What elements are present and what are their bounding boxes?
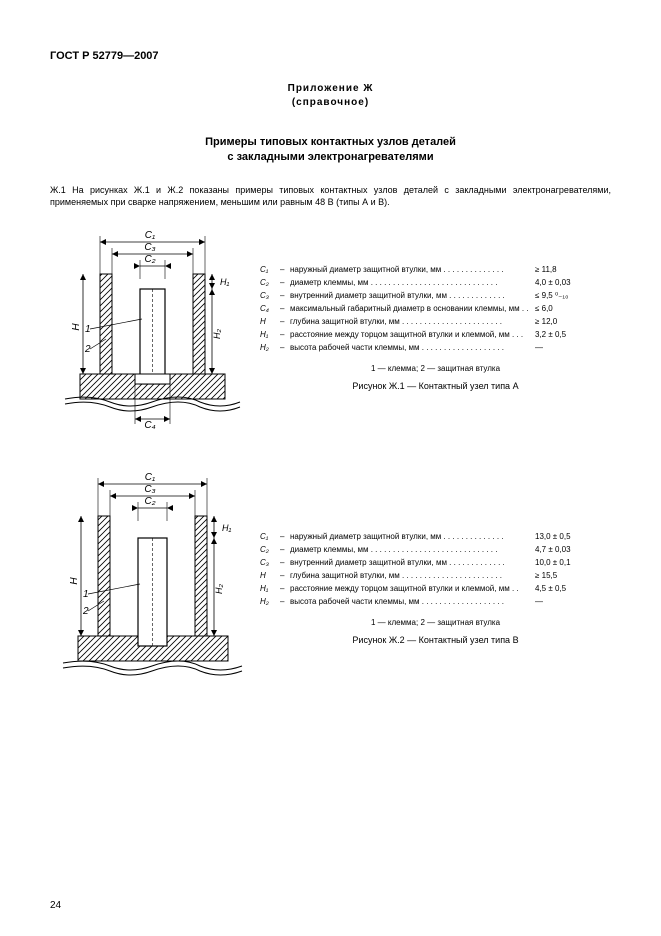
legend-desc: расстояние между торцом защитной втулки … bbox=[290, 329, 535, 341]
legend-symbol: C₄ bbox=[260, 303, 280, 315]
legend-value: 4,7 ± 0,03 bbox=[535, 544, 590, 556]
legend-row: C₁–наружный диаметр защитной втулки, мм … bbox=[260, 531, 611, 543]
legend-row: C₁–наружный диаметр защитной втулки, мм … bbox=[260, 264, 611, 276]
svg-text:C₂: C₂ bbox=[144, 496, 155, 507]
legend-desc: расстояние между торцом защитной втулки … bbox=[290, 583, 535, 595]
doc-header: ГОСТ Р 52779—2007 bbox=[50, 50, 611, 62]
legend-symbol: C₁ bbox=[260, 264, 280, 276]
svg-text:C₃: C₃ bbox=[144, 484, 155, 495]
legend-value: — bbox=[535, 342, 590, 354]
legend-symbol: C₂ bbox=[260, 544, 280, 556]
legend-symbol: C₃ bbox=[260, 290, 280, 302]
legend-symbol: H₁ bbox=[260, 583, 280, 595]
legend-symbol: H₂ bbox=[260, 596, 280, 608]
figure-a-diagram: C₁ C₃ C₂ bbox=[50, 224, 250, 431]
legend-desc: высота рабочей части клеммы, мм . . . . … bbox=[290, 596, 535, 608]
legend-desc: высота рабочей части клеммы, мм . . . . … bbox=[290, 342, 535, 354]
legend-desc: максимальный габаритный диаметр в основа… bbox=[290, 303, 535, 315]
title-line1: Примеры типовых контактных узлов деталей bbox=[50, 135, 611, 150]
legend-row: H₁–расстояние между торцом защитной втул… bbox=[260, 329, 611, 341]
svg-text:H₂: H₂ bbox=[212, 328, 222, 338]
annex-line1: Приложение Ж bbox=[50, 82, 611, 96]
legend-symbol: C₃ bbox=[260, 557, 280, 569]
legend-desc: глубина защитной втулки, мм . . . . . . … bbox=[290, 316, 535, 328]
figure-b-legend: C₁–наружный диаметр защитной втулки, мм … bbox=[260, 531, 611, 608]
legend-value: 4,0 ± 0,03 bbox=[535, 277, 590, 289]
legend-value: ≥ 12,0 bbox=[535, 316, 590, 328]
figure-b-note: 1 — клемма; 2 — защитная втулка bbox=[260, 618, 611, 627]
svg-text:2: 2 bbox=[82, 606, 89, 617]
figure-a-legend: C₁–наружный диаметр защитной втулки, мм … bbox=[260, 264, 611, 354]
legend-symbol: H₂ bbox=[260, 342, 280, 354]
legend-row: H₁–расстояние между торцом защитной втул… bbox=[260, 583, 611, 595]
title-line2: с закладными электронагревателями bbox=[50, 150, 611, 165]
legend-desc: диаметр клеммы, мм . . . . . . . . . . .… bbox=[290, 277, 535, 289]
legend-row: C₃–внутренний диаметр защитной втулки, м… bbox=[260, 290, 611, 302]
figure-b-caption: Рисунок Ж.2 — Контактный узел типа В bbox=[260, 635, 611, 645]
figure-a-caption: Рисунок Ж.1 — Контактный узел типа А bbox=[260, 381, 611, 391]
svg-text:H: H bbox=[69, 577, 80, 585]
legend-row: C₃–внутренний диаметр защитной втулки, м… bbox=[260, 557, 611, 569]
svg-text:H: H bbox=[71, 323, 82, 331]
figure-a-right: C₁–наружный диаметр защитной втулки, мм … bbox=[260, 224, 611, 391]
svg-text:H₁: H₁ bbox=[220, 277, 229, 287]
legend-row: H₂–высота рабочей части клеммы, мм . . .… bbox=[260, 596, 611, 608]
legend-value: ≥ 15,5 bbox=[535, 570, 590, 582]
svg-text:C₃: C₃ bbox=[144, 242, 155, 253]
svg-text:H₁: H₁ bbox=[222, 523, 231, 533]
title-block: Примеры типовых контактных узлов деталей… bbox=[50, 135, 611, 166]
legend-desc: наружный диаметр защитной втулки, мм . .… bbox=[290, 531, 535, 543]
legend-row: C₂–диаметр клеммы, мм . . . . . . . . . … bbox=[260, 277, 611, 289]
svg-text:H₂: H₂ bbox=[214, 583, 224, 593]
svg-text:1: 1 bbox=[83, 589, 89, 600]
legend-row: H₂–высота рабочей части клеммы, мм . . .… bbox=[260, 342, 611, 354]
svg-text:C₁: C₁ bbox=[145, 230, 155, 241]
legend-desc: диаметр клеммы, мм . . . . . . . . . . .… bbox=[290, 544, 535, 556]
figure-a-block: C₁ C₃ C₂ bbox=[50, 224, 611, 431]
legend-symbol: H bbox=[260, 570, 280, 582]
svg-text:2: 2 bbox=[84, 344, 91, 355]
intro-text: Ж.1 На рисунках Ж.1 и Ж.2 показаны приме… bbox=[50, 184, 611, 209]
legend-value: 3,2 ± 0,5 bbox=[535, 329, 590, 341]
svg-text:C₁: C₁ bbox=[145, 472, 155, 483]
figure-a-note: 1 — клемма; 2 — защитная втулка bbox=[260, 364, 611, 373]
legend-symbol: C₂ bbox=[260, 277, 280, 289]
legend-value: ≥ 11,8 bbox=[535, 264, 590, 276]
svg-text:C₄: C₄ bbox=[144, 420, 155, 429]
legend-desc: глубина защитной втулки, мм . . . . . . … bbox=[290, 570, 535, 582]
figure-b-block: C₁ C₃ C₂ bbox=[50, 466, 611, 688]
figure-b-right: C₁–наружный диаметр защитной втулки, мм … bbox=[260, 466, 611, 645]
legend-value: 10,0 ± 0,1 bbox=[535, 557, 590, 569]
legend-value: ≤ 6,0 bbox=[535, 303, 590, 315]
page-number: 24 bbox=[50, 900, 61, 911]
legend-row: C₄–максимальный габаритный диаметр в осн… bbox=[260, 303, 611, 315]
svg-text:1: 1 bbox=[85, 324, 91, 335]
legend-row: H–глубина защитной втулки, мм . . . . . … bbox=[260, 570, 611, 582]
legend-desc: внутренний диаметр защитной втулки, мм .… bbox=[290, 290, 535, 302]
legend-desc: внутренний диаметр защитной втулки, мм .… bbox=[290, 557, 535, 569]
annex-block: Приложение Ж (справочное) bbox=[50, 82, 611, 110]
legend-symbol: H bbox=[260, 316, 280, 328]
legend-desc: наружный диаметр защитной втулки, мм . .… bbox=[290, 264, 535, 276]
legend-symbol: C₁ bbox=[260, 531, 280, 543]
legend-value: — bbox=[535, 596, 590, 608]
figure-b-diagram: C₁ C₃ C₂ bbox=[50, 466, 250, 688]
legend-value: 4,5 ± 0,5 bbox=[535, 583, 590, 595]
legend-row: H–глубина защитной втулки, мм . . . . . … bbox=[260, 316, 611, 328]
svg-text:C₂: C₂ bbox=[144, 254, 155, 265]
legend-value: ≤ 9,5 ⁰₋₁₀ bbox=[535, 290, 590, 302]
legend-row: C₂–диаметр клеммы, мм . . . . . . . . . … bbox=[260, 544, 611, 556]
legend-value: 13,0 ± 0,5 bbox=[535, 531, 590, 543]
annex-line2: (справочное) bbox=[50, 96, 611, 110]
legend-symbol: H₁ bbox=[260, 329, 280, 341]
